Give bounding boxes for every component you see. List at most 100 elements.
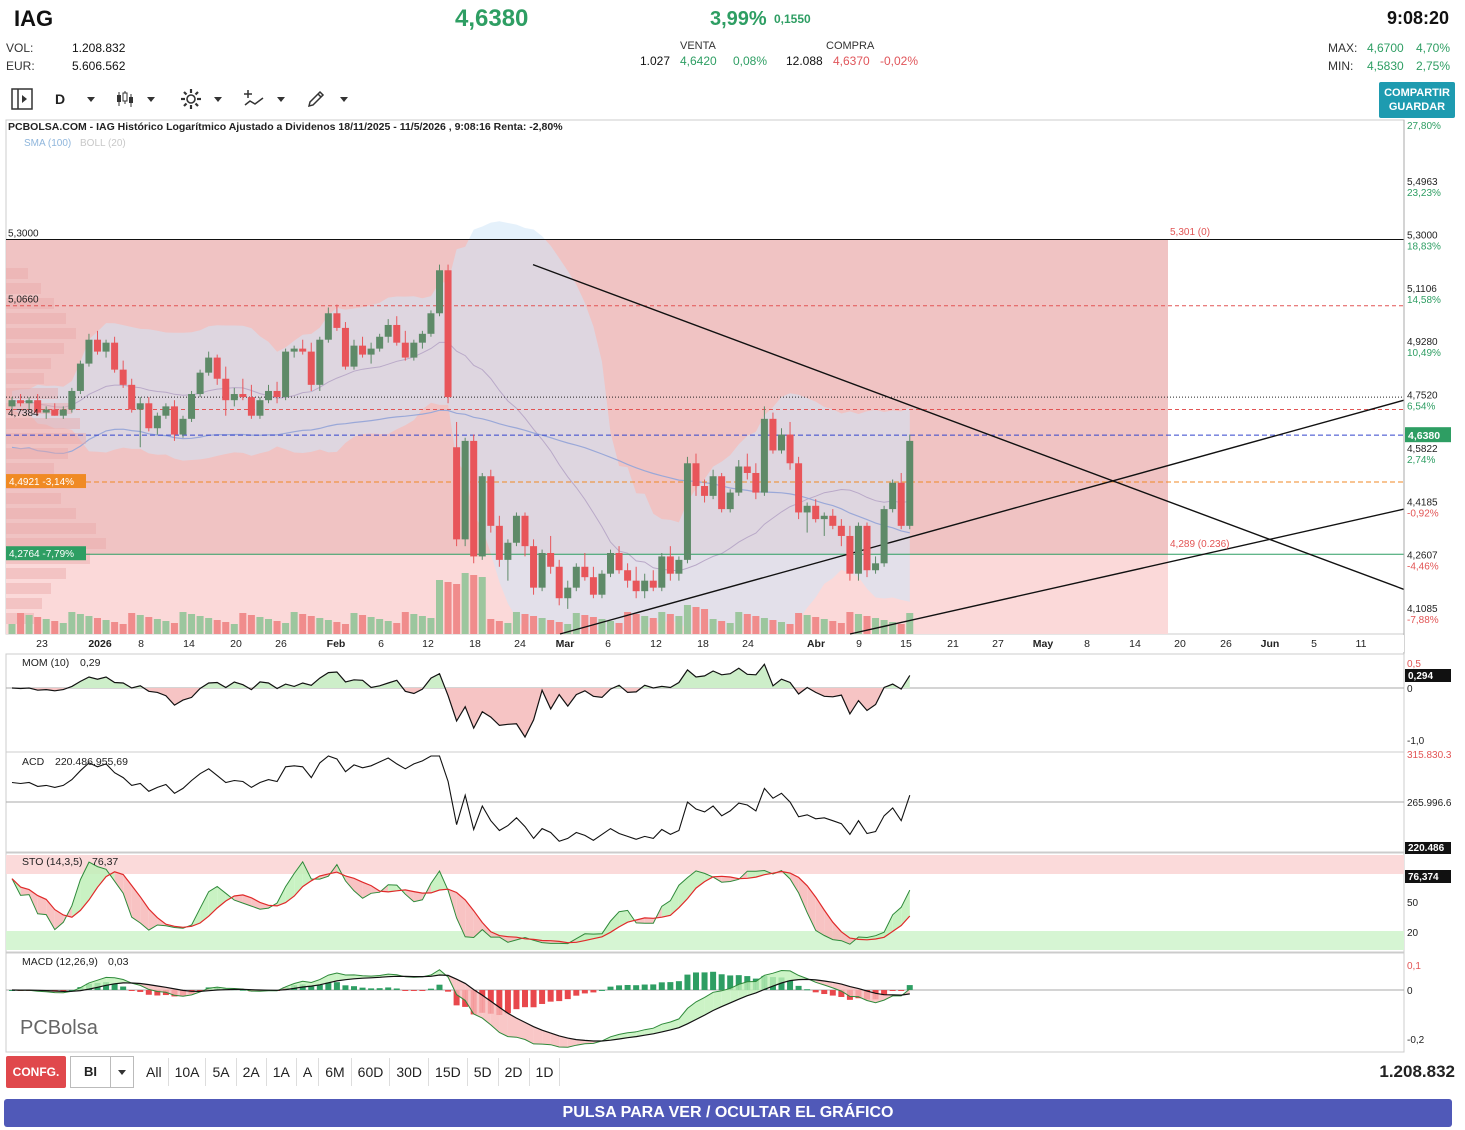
axis-price-label: 5,3000 xyxy=(1407,231,1438,242)
candle-body xyxy=(384,324,392,337)
volume-bar xyxy=(42,619,50,634)
sto-fill xyxy=(140,896,149,931)
indicator-icon xyxy=(244,90,264,106)
drawing-tools-select[interactable] xyxy=(306,86,348,112)
range-button-1a[interactable]: 1A xyxy=(267,1058,297,1086)
range-button-all[interactable]: All xyxy=(140,1058,169,1086)
candle-body xyxy=(778,434,785,451)
macd-histogram-bar xyxy=(829,990,836,996)
candle-body xyxy=(410,342,418,358)
candle-body xyxy=(795,463,803,513)
range-button-10a[interactable]: 10A xyxy=(169,1058,207,1086)
axis-price-label: 4,9280 xyxy=(1407,337,1438,348)
volume-bar xyxy=(307,616,315,634)
venta-label: VENTA xyxy=(680,40,716,52)
sto-fill xyxy=(431,871,440,893)
range-button-2a[interactable]: 2A xyxy=(237,1058,267,1086)
volume-bar xyxy=(778,622,785,634)
sto-overbought-zone xyxy=(6,855,1404,874)
chevron-down-icon xyxy=(87,96,96,102)
volume-bar xyxy=(624,612,632,634)
acd-axis-label: 265.996.6 xyxy=(1407,798,1452,809)
macd-fill xyxy=(311,979,320,987)
volume-profile-bar xyxy=(6,523,96,534)
x-tick-label: 12 xyxy=(422,638,434,650)
macd-histogram-bar xyxy=(385,987,392,990)
range-button-a[interactable]: A xyxy=(297,1058,320,1086)
mom-line xyxy=(11,663,911,739)
range-selector: All 10A 5A 2A 1A A 6M 60D 30D 15D 5D 2D 1D xyxy=(140,1058,561,1086)
acd-current-label: 220.486 xyxy=(1408,843,1445,854)
candle-body xyxy=(8,400,16,407)
range-button-60d[interactable]: 60D xyxy=(352,1058,391,1086)
macd-histogram-bar xyxy=(710,971,717,990)
x-tick-label: Mar xyxy=(556,638,575,650)
volume-bar xyxy=(51,621,59,634)
macd-histogram-bar xyxy=(616,985,623,990)
sto-fill xyxy=(354,878,363,899)
range-button-30d[interactable]: 30D xyxy=(390,1058,430,1086)
volume-bar xyxy=(470,575,478,634)
macd-histogram-bar xyxy=(889,990,896,991)
sto-fill xyxy=(730,877,739,882)
indicator-select[interactable] xyxy=(243,86,285,112)
sto-fill xyxy=(704,873,714,882)
range-button-15d[interactable]: 15D xyxy=(429,1058,468,1086)
share-save-button[interactable]: COMPARTIR GUARDAR xyxy=(1379,82,1455,118)
volume-bar xyxy=(76,614,84,634)
range-button-6m[interactable]: 6M xyxy=(319,1058,352,1086)
toggle-chart-button[interactable]: PULSA PARA VER / OCULTAR EL GRÁFICO xyxy=(4,1099,1452,1127)
config-button[interactable]: CONFG. xyxy=(6,1056,66,1088)
macd-histogram-bar xyxy=(316,984,323,990)
sto-fill xyxy=(832,922,842,941)
macd-histogram-bar xyxy=(342,985,349,990)
volume-bar xyxy=(247,615,255,634)
chart-type-select[interactable] xyxy=(115,86,155,112)
volume-bar xyxy=(153,619,161,634)
range-button-2d[interactable]: 2D xyxy=(499,1058,530,1086)
candle-body xyxy=(230,394,238,401)
volume-bar xyxy=(359,615,367,634)
sto-fill xyxy=(63,905,72,923)
candle-body xyxy=(136,403,144,410)
volume-bar xyxy=(119,624,127,634)
macd-histogram-bar xyxy=(154,990,161,996)
stock-chart[interactable]: PCBOLSA.COM - IAG Histórico Logarítmico … xyxy=(0,118,1465,1053)
candle-body xyxy=(769,418,777,451)
acd-current-badge xyxy=(1405,842,1451,854)
macd-histogram-bar xyxy=(573,990,580,996)
sto-axis-label: 50 xyxy=(1407,898,1419,909)
volume-bar xyxy=(641,616,649,634)
volume-bar xyxy=(820,619,828,634)
sto-current-label: 76,374 xyxy=(1408,872,1439,883)
panel-toggle-button[interactable] xyxy=(10,86,34,112)
volume-profile-bar xyxy=(6,343,64,354)
volume-bar xyxy=(436,580,443,634)
macd-histogram-bar xyxy=(308,986,315,990)
axis-pct-label: -7,88% xyxy=(1407,615,1439,626)
settings-select[interactable] xyxy=(180,86,222,112)
range-button-5a[interactable]: 5A xyxy=(206,1058,237,1086)
candle-body xyxy=(812,505,820,520)
sto-fill xyxy=(234,894,243,904)
candle-body xyxy=(649,580,657,588)
range-button-1d[interactable]: 1D xyxy=(530,1058,561,1086)
macd-histogram-bar xyxy=(607,986,614,990)
volume-bar xyxy=(512,612,520,634)
sto-fill xyxy=(824,910,833,940)
left-level-label: 5,3000 xyxy=(8,229,39,240)
candle-body xyxy=(632,580,640,592)
macd-histogram-bar xyxy=(735,975,742,990)
axis-pct-label: 10,49% xyxy=(1407,348,1441,359)
compra-price: 4,6370 xyxy=(833,54,870,68)
period-select[interactable]: D xyxy=(55,86,96,112)
candle-body xyxy=(641,580,649,592)
bi-select[interactable]: BI xyxy=(70,1056,134,1088)
volume-bar xyxy=(376,619,384,634)
candle-body xyxy=(213,357,221,379)
sto-fill xyxy=(465,899,474,938)
left-level-label: 4,7384 xyxy=(8,408,39,419)
sto-k-line xyxy=(11,860,911,945)
range-button-5d[interactable]: 5D xyxy=(468,1058,499,1086)
volume-bar xyxy=(418,616,426,634)
